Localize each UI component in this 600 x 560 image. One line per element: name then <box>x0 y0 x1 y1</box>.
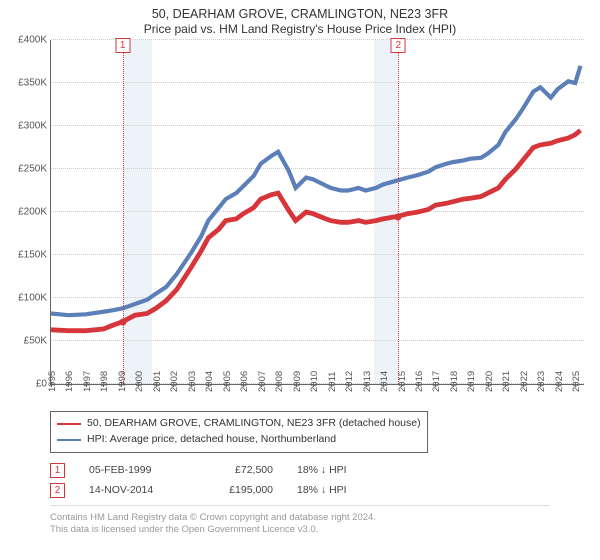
y-axis-label: £200K <box>18 207 47 218</box>
y-axis-label: £350K <box>18 78 47 89</box>
table-row: 2 14-NOV-2014 £195,000 18% ↓ HPI <box>50 481 592 501</box>
legend-item: 50, DEARHAM GROVE, CRAMLINGTON, NE23 3FR… <box>57 416 421 432</box>
chart: £0£50K£100K£150K£200K£250K£300K£350K£400… <box>50 40 584 405</box>
legend: 50, DEARHAM GROVE, CRAMLINGTON, NE23 3FR… <box>50 411 428 453</box>
y-axis-label: £400K <box>18 35 47 46</box>
series-line <box>51 66 580 315</box>
cell-pct: 18% ↓ HPI <box>297 481 377 501</box>
y-axis-label: £0 <box>36 379 47 390</box>
legend-label: HPI: Average price, detached house, Nort… <box>87 432 336 448</box>
y-axis-label: £50K <box>24 336 47 347</box>
divider <box>50 505 550 506</box>
legend-item: HPI: Average price, detached house, Nort… <box>57 432 421 448</box>
legend-label: 50, DEARHAM GROVE, CRAMLINGTON, NE23 3FR… <box>87 416 421 432</box>
footer-line: Contains HM Land Registry data © Crown c… <box>50 512 592 524</box>
marker-badge: 2 <box>50 483 65 498</box>
cell-date: 14-NOV-2014 <box>89 481 179 501</box>
price-point <box>119 318 126 325</box>
y-axis-label: £150K <box>18 250 47 261</box>
y-axis-label: £250K <box>18 164 47 175</box>
cell-price: £195,000 <box>203 481 273 501</box>
marker-badge: 1 <box>50 463 65 478</box>
marker-badge: 2 <box>391 38 406 53</box>
y-axis-label: £100K <box>18 293 47 304</box>
marker-badge: 1 <box>115 38 130 53</box>
series-line <box>51 131 580 331</box>
footer: Contains HM Land Registry data © Crown c… <box>50 512 592 537</box>
cell-price: £72,500 <box>203 461 273 481</box>
y-axis-label: £300K <box>18 121 47 132</box>
table-row: 1 05-FEB-1999 £72,500 18% ↓ HPI <box>50 461 592 481</box>
legend-swatch <box>57 439 81 441</box>
chart-subtitle: Price paid vs. HM Land Registry's House … <box>8 22 592 36</box>
series-layer <box>51 40 584 384</box>
footer-line: This data is licensed under the Open Gov… <box>50 524 592 536</box>
legend-swatch <box>57 423 81 425</box>
cell-date: 05-FEB-1999 <box>89 461 179 481</box>
cell-pct: 18% ↓ HPI <box>297 461 377 481</box>
chart-title: 50, DEARHAM GROVE, CRAMLINGTON, NE23 3FR <box>8 6 592 22</box>
price-point <box>395 213 402 220</box>
plot-area: £0£50K£100K£150K£200K£250K£300K£350K£400… <box>50 40 584 385</box>
data-table: 1 05-FEB-1999 £72,500 18% ↓ HPI 2 14-NOV… <box>50 461 592 501</box>
